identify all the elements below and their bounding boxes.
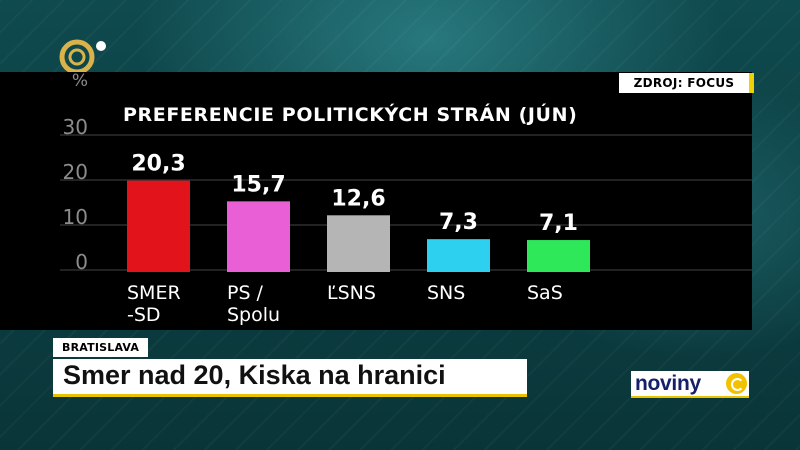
y-tick-0: 0 [75, 250, 88, 274]
bar-2 [327, 215, 390, 272]
bar-0 [127, 180, 190, 272]
bar-4 [527, 240, 590, 272]
chart-title: PREFERENCIE POLITICKÝCH STRÁN (JÚN) [123, 104, 578, 126]
bar-value-label: 7,1 [539, 211, 578, 236]
brand-logo: noviny [631, 371, 749, 398]
category-label: ĽSNS [327, 282, 376, 304]
category-label: SaS [527, 282, 563, 304]
category-label: Spolu [227, 304, 280, 326]
bar-value-label: 12,6 [331, 186, 385, 211]
bar-value-label: 7,3 [439, 210, 478, 235]
source-text: ZDROJ: FOCUS [633, 76, 735, 90]
brand-text: noviny [635, 371, 701, 395]
category-label: SMER [127, 282, 181, 304]
bar-value-label: 15,7 [231, 172, 285, 197]
bar-value-label: 20,3 [131, 152, 185, 177]
headline: Smer nad 20, Kiska na hranici [63, 360, 446, 390]
bar-3 [427, 239, 490, 272]
category-label: SNS [427, 282, 465, 304]
location-tag: BRATISLAVA [53, 338, 149, 357]
brand-circle-icon [726, 373, 747, 394]
y-tick-20: 20 [63, 160, 88, 184]
headline-bar: Smer nad 20, Kiska na hranici [53, 359, 527, 397]
y-axis-label: % [72, 71, 88, 91]
category-label: -SD [127, 304, 161, 326]
bar-1 [227, 201, 290, 272]
category-label: PS / [227, 282, 264, 304]
y-tick-30: 30 [63, 115, 88, 139]
chart-panel [0, 72, 752, 330]
source-label: ZDROJ: FOCUS [619, 73, 754, 93]
y-tick-10: 10 [63, 205, 88, 229]
